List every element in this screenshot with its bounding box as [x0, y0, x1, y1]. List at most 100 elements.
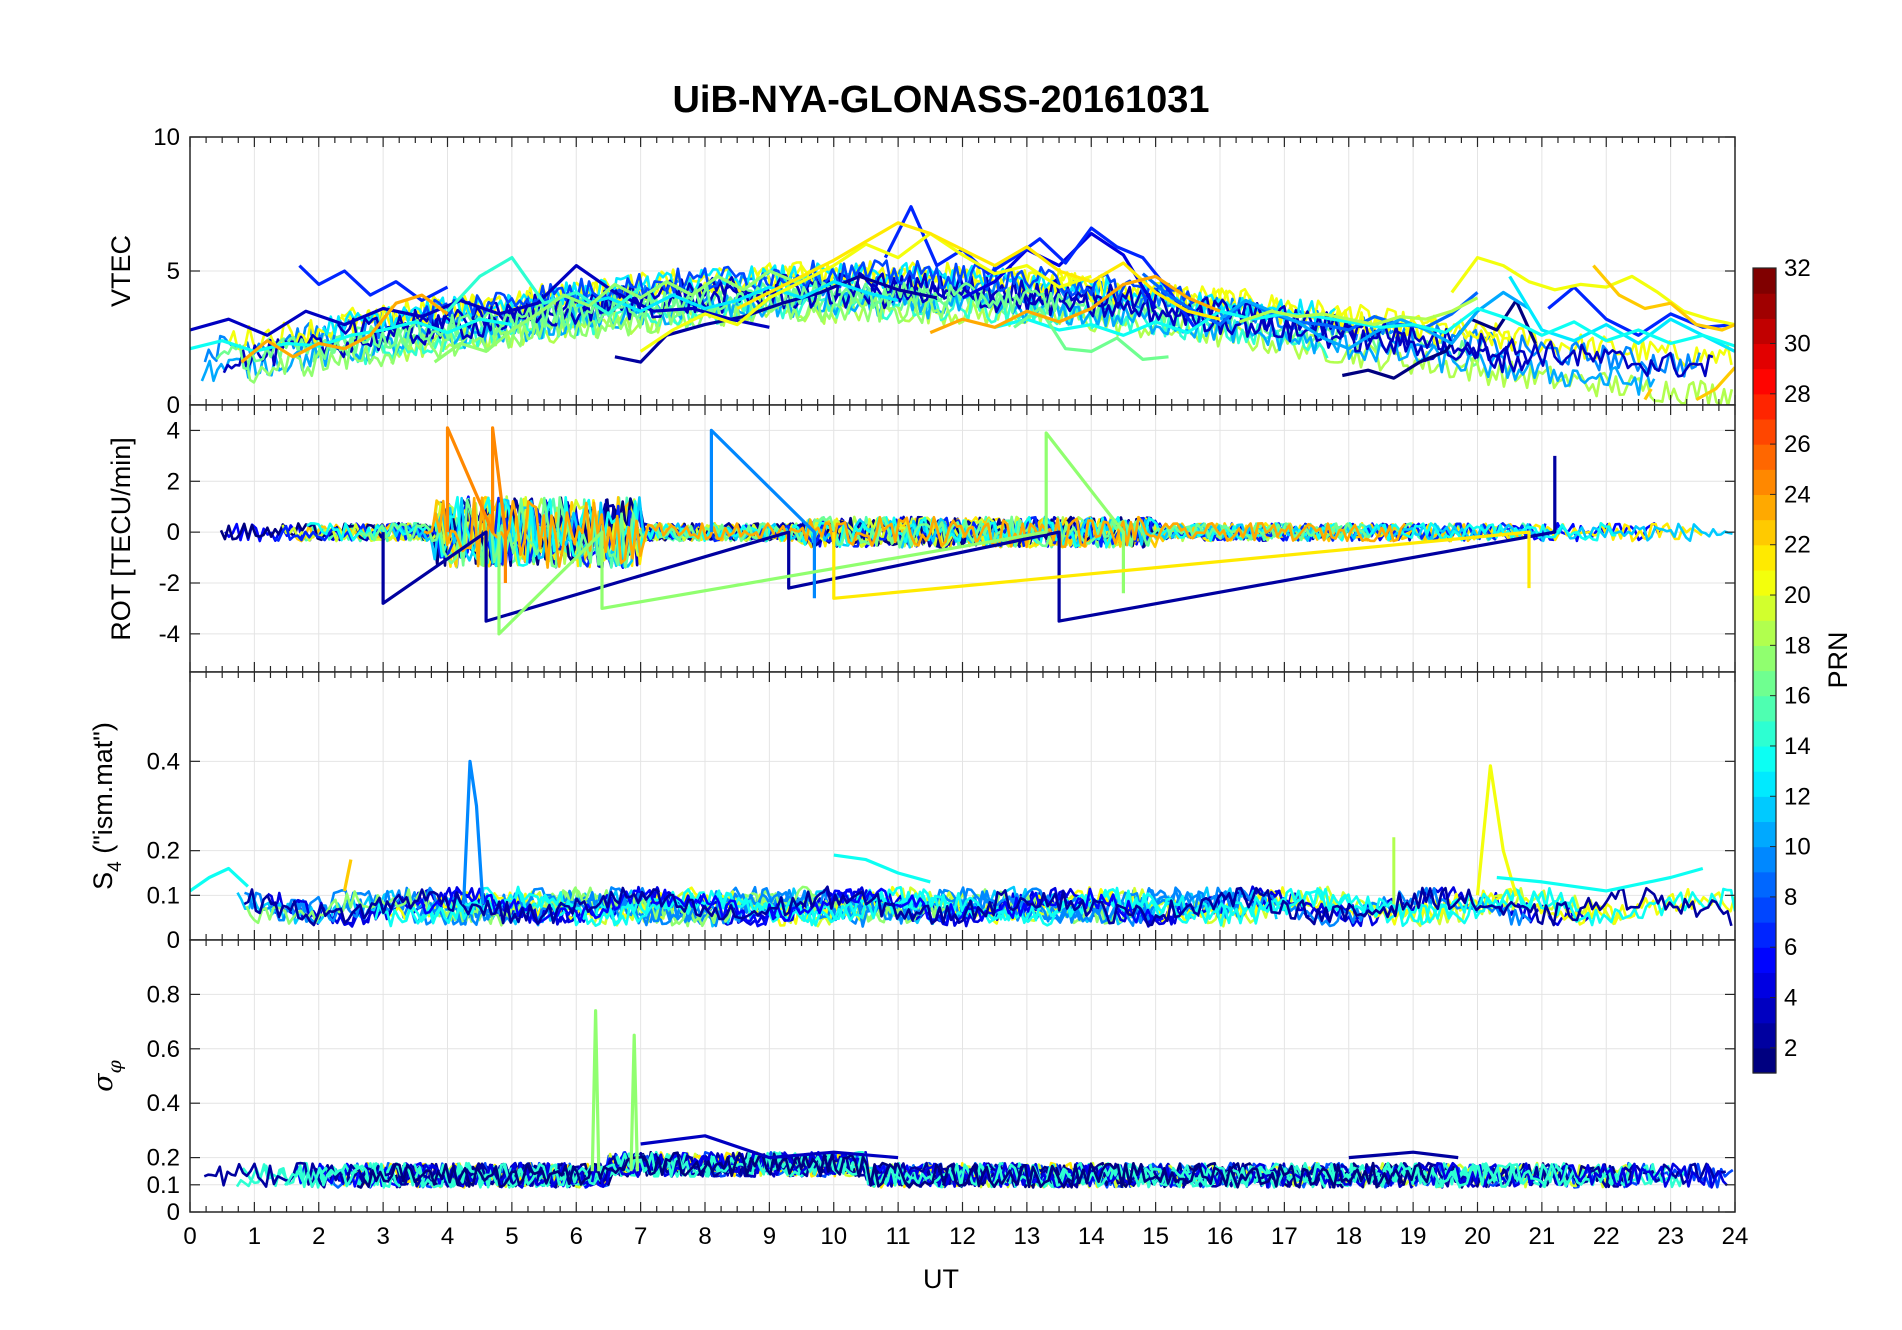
colorbar-step — [1753, 544, 1776, 571]
series-prn-13 — [190, 866, 249, 893]
x-tick-label: 4 — [441, 1223, 454, 1250]
colorbar-step — [1753, 771, 1776, 797]
series-prn-23 — [929, 274, 1221, 335]
colorbar-step — [1753, 947, 1776, 973]
series-group — [381, 426, 1557, 636]
x-tick-label: 13 — [1014, 1223, 1041, 1250]
colorbar-step — [1753, 318, 1776, 345]
colorbar-tick-label: 16 — [1784, 683, 1811, 710]
y-axis-label: ROT [TECU/min] — [106, 437, 136, 641]
x-tick-label: 21 — [1529, 1223, 1556, 1250]
x-tick-label: 8 — [698, 1223, 711, 1250]
series-prn-9 — [462, 759, 485, 905]
colorbar-step — [1753, 796, 1776, 823]
colorbar-step — [1753, 393, 1776, 420]
series-prn-22 — [1592, 264, 1735, 332]
y-tick-label: -2 — [159, 570, 180, 597]
noise-trace — [243, 885, 1733, 927]
panel-s4: 0 0.1 0.2 0.4 S4 ("ism.mat") — [88, 671, 1736, 954]
series-prn-22 — [1643, 388, 1653, 401]
y-tick-label: 0.4 — [147, 1090, 180, 1117]
colorbar-tick-label: 20 — [1784, 582, 1811, 609]
series-prn-20 — [639, 231, 1092, 353]
series-prn-24 — [445, 426, 507, 583]
noise-trace — [418, 259, 1197, 324]
series-prn-13 — [833, 853, 931, 884]
colorbar-step — [1753, 846, 1776, 873]
x-tick-label: 15 — [1142, 1223, 1169, 1250]
y-tick-label: 0.1 — [147, 1172, 180, 1199]
colorbar-step — [1753, 418, 1776, 445]
colorbar-tick-label: 28 — [1784, 381, 1811, 408]
panel-vtec: 0 5 10 VTEC — [106, 124, 1736, 419]
series-prn-6 — [298, 264, 449, 303]
series-prn-21 — [832, 530, 1531, 600]
x-tick-label: 9 — [763, 1223, 776, 1250]
colorbar-step — [1753, 720, 1776, 747]
series-prn-2 — [614, 274, 938, 364]
colorbar-step — [1753, 519, 1776, 546]
y-tick-label: 0.6 — [147, 1036, 180, 1063]
x-tick-label: 19 — [1400, 1223, 1427, 1250]
series-prn-6 — [883, 205, 1221, 329]
series-prn-17 — [433, 264, 822, 364]
y-axis-label: VTEC — [106, 235, 136, 307]
x-axis: 0 1 2 3 4 5 6 7 8 9 10 11 12 13 14 15 16 17 18 19 20 21 22 23 24 — [183, 1223, 1748, 1250]
y-tick-label: 0 — [167, 392, 180, 419]
colorbar-step — [1753, 268, 1776, 294]
series-prn-13 — [994, 306, 1735, 348]
series-prn-4 — [961, 231, 1157, 310]
series-prn-13 — [1496, 866, 1704, 893]
colorbar-tick-label: 32 — [1784, 255, 1811, 282]
y-axis-label: S4 ("ism.mat") — [88, 722, 126, 890]
colorbar-label: PRN — [1823, 631, 1853, 688]
series-prn-20 — [1450, 256, 1735, 327]
y-tick-label: 0.8 — [147, 981, 180, 1008]
colorbar-step — [1753, 569, 1776, 596]
y-tick-label: 5 — [167, 258, 180, 285]
x-tick-label: 6 — [570, 1223, 583, 1250]
colorbar-step — [1753, 343, 1776, 370]
colorbar-step — [1753, 922, 1776, 948]
colorbar-step — [1753, 745, 1776, 772]
series-prn-17 — [497, 431, 1125, 636]
colorbar-step — [1753, 293, 1776, 319]
series-prn-16 — [1013, 306, 1169, 361]
noise-trace — [390, 297, 1734, 405]
series-prn-22 — [1695, 366, 1735, 401]
colorbar-tick-label: 18 — [1784, 632, 1811, 659]
noise-trace — [374, 886, 1735, 928]
x-tick-label: 1 — [248, 1223, 261, 1250]
x-tick-label: 2 — [312, 1223, 325, 1250]
x-tick-label: 24 — [1722, 1223, 1749, 1250]
y-tick-label: 0.2 — [147, 838, 180, 865]
colorbar-tick-label: 8 — [1784, 884, 1797, 911]
series-prn-12 — [575, 280, 899, 313]
y-tick-label: 0 — [167, 927, 180, 954]
colorbar-step — [1753, 645, 1776, 672]
chart-title: UiB-NYA-GLONASS-20161031 — [672, 79, 1209, 121]
colorbar-step — [1753, 695, 1776, 722]
series-group — [190, 759, 1704, 905]
x-tick-label: 14 — [1078, 1223, 1105, 1250]
colorbar-step — [1753, 670, 1776, 697]
x-tick-label: 5 — [505, 1223, 518, 1250]
panel-sigma: 00.10.2 0.4 0.6 0.8 σφ — [88, 939, 1736, 1226]
colorbar-step — [1753, 595, 1776, 621]
series-prn-3 — [190, 264, 770, 337]
series-prn-20 — [1475, 764, 1518, 896]
y-tick-label: 0 — [167, 1199, 180, 1226]
noise-trace — [200, 290, 1656, 396]
colorbar-step — [1753, 444, 1776, 470]
colorbar-step — [1753, 997, 1776, 1024]
background-traces — [219, 495, 1733, 569]
x-tick-label: 23 — [1657, 1223, 1684, 1250]
y-tick-label: 0 — [167, 519, 180, 546]
y-tick-label: 4 — [167, 417, 180, 444]
series-prn-17 — [629, 1033, 639, 1172]
colorbar-tick-label: 2 — [1784, 1035, 1797, 1062]
series-prn-9 — [709, 428, 816, 599]
